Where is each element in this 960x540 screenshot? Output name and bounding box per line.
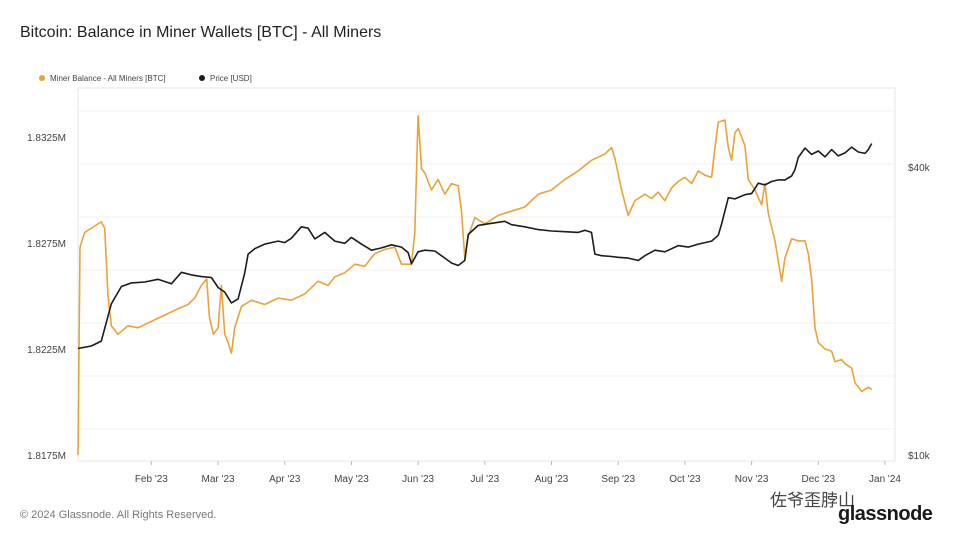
x-tick-label: Jul '23 [471,474,500,485]
y-left-tick-label: 1.8275M [27,239,66,250]
x-tick-label: Mar '23 [202,474,235,485]
x-tick-label: Oct '23 [669,474,701,485]
y-left-tick-label: 1.8225M [27,345,66,356]
series-lines [77,115,873,456]
x-tick-label: Jun '23 [402,474,434,485]
grid [77,87,896,462]
miner-balance-line [77,115,873,456]
axes: 1.8175M 1.8225M 1.8275M 1.8325M $10k $40k Feb … [27,133,931,485]
watermark: 佐爷歪脖山 [770,491,855,511]
chart-title: Bitcoin: Balance in Miner Wallets [BTC] … [20,24,382,41]
x-tick-label: Sep '23 [601,474,635,485]
x-tick-label: Jan '24 [869,474,901,485]
legend-label: Price [USD] [210,74,252,83]
brand-logo: glassnode [838,503,933,525]
x-tick-label: Dec '23 [802,474,836,485]
legend-marker [39,75,45,81]
x-tick-label: Aug '23 [535,474,569,485]
copyright: © 2024 Glassnode. All Rights Reserved. [20,509,217,521]
x-tick-label: Apr '23 [269,474,301,485]
y-left-tick-label: 1.8325M [27,133,66,144]
x-tick-label: Feb '23 [135,474,168,485]
legend-label: Miner Balance - All Miners [BTC] [50,74,166,83]
y-left-tick-label: 1.8175M [27,451,66,462]
legend-marker [199,75,205,81]
x-tick-label: May '23 [334,474,369,485]
y-right-tick-label: $40k [908,163,931,174]
y-right-tick-label: $10k [908,451,931,462]
plot-area [77,87,896,462]
legend: Miner Balance - All Miners [BTC] Price [U… [39,74,252,83]
price-line [77,143,873,350]
x-tick-label: Nov '23 [735,474,769,485]
